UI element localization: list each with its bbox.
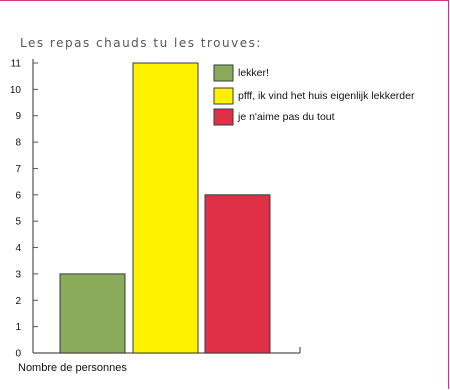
- y-tick-label: 0: [15, 349, 21, 360]
- chart-legend: lekker! pfff, ik vind het huis eigenlijk …: [213, 64, 415, 126]
- legend-label: je n'aime pas du tout: [237, 111, 335, 123]
- y-tick-label: 9: [15, 111, 21, 122]
- legend-swatch: [213, 64, 234, 82]
- y-tick-label: 6: [15, 190, 21, 201]
- x-axis-label: Nombre de personnes: [18, 362, 127, 374]
- y-tick-label: 11: [11, 59, 22, 70]
- legend-label: pfff, ik vind het huis eigenlijk lekkerd…: [238, 90, 415, 102]
- legend-label: lekker!: [238, 67, 269, 79]
- chart-bars: [59, 62, 271, 354]
- y-tick-label: 10: [10, 85, 22, 96]
- y-tick-label: 7: [15, 164, 21, 175]
- y-tick-label: 3: [15, 269, 21, 280]
- y-tick-label: 2: [15, 296, 21, 307]
- bar: [59, 273, 126, 354]
- y-tick-label: 5: [15, 217, 21, 228]
- bar: [132, 62, 199, 354]
- legend-swatch: [213, 87, 234, 105]
- chart-title: Les repas chauds tu les trouves:: [20, 36, 262, 50]
- legend-swatch: [213, 108, 234, 126]
- y-tick-label: 8: [15, 138, 21, 149]
- y-tick-label: 1: [15, 322, 21, 333]
- bar: [204, 194, 271, 354]
- y-tick-label: 4: [15, 243, 21, 254]
